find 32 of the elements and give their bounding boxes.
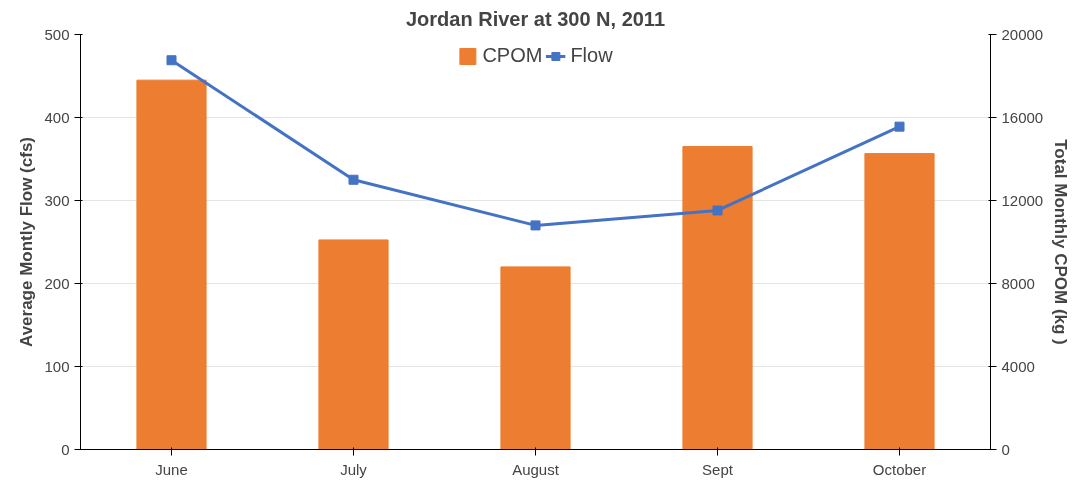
y-tick-label: 400 <box>44 108 70 126</box>
point <box>166 55 177 66</box>
x-tick-label: August <box>512 460 560 478</box>
y-tick-label: 0 <box>61 440 70 458</box>
y-tick-label: 300 <box>44 191 70 209</box>
point <box>894 121 905 132</box>
x-tick-label: June <box>155 460 188 478</box>
point <box>530 220 541 231</box>
x-tick-label: July <box>340 460 368 478</box>
bar <box>136 79 207 450</box>
legend-label: Flow <box>570 44 613 67</box>
legend-label: CPOM <box>482 44 543 67</box>
y-axis-title: Average Montly Flow (cfs) <box>17 136 37 347</box>
y2-tick-label: 16000 <box>1001 108 1044 126</box>
bar <box>682 146 753 450</box>
y-tick-label: 100 <box>44 357 70 375</box>
y2-tick-label: 4000 <box>1001 357 1035 375</box>
y2-tick-label: 8000 <box>1001 274 1035 292</box>
y2-axis-title: Total Monthly CPOM (kg ) <box>1051 139 1071 345</box>
bar <box>318 239 389 450</box>
point <box>712 205 723 216</box>
y2-tick-label: 12000 <box>1001 191 1044 209</box>
chart-title: Jordan River at 300 N, 2011 <box>405 7 666 30</box>
y-tick-label: 200 <box>44 274 70 292</box>
y2-tick-label: 0 <box>1001 440 1010 458</box>
x-tick-label: October <box>872 460 927 478</box>
bar <box>864 153 935 450</box>
y-tick-label: 500 <box>44 25 70 43</box>
point <box>348 174 359 185</box>
y2-tick-label: 20000 <box>1001 25 1044 43</box>
x-tick-label: Sept <box>702 460 734 478</box>
bar <box>500 266 571 450</box>
